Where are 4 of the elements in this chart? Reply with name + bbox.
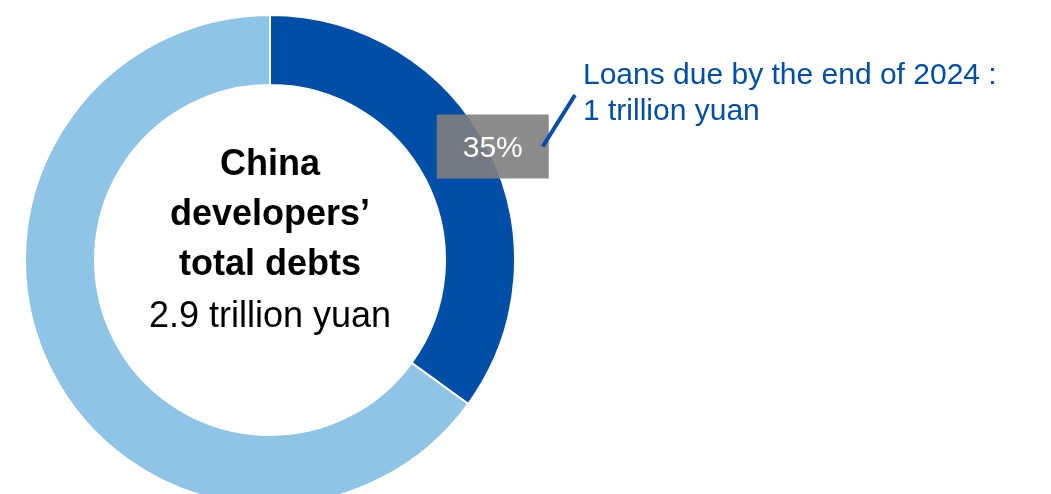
slice-label: Loans due by the end of 2024 : 1 trillion yuan [583, 57, 997, 126]
text: 2.9 trillion yuan [148, 294, 392, 335]
data-label: 35% [462, 129, 523, 163]
text: China developers’ total debts [169, 142, 371, 283]
